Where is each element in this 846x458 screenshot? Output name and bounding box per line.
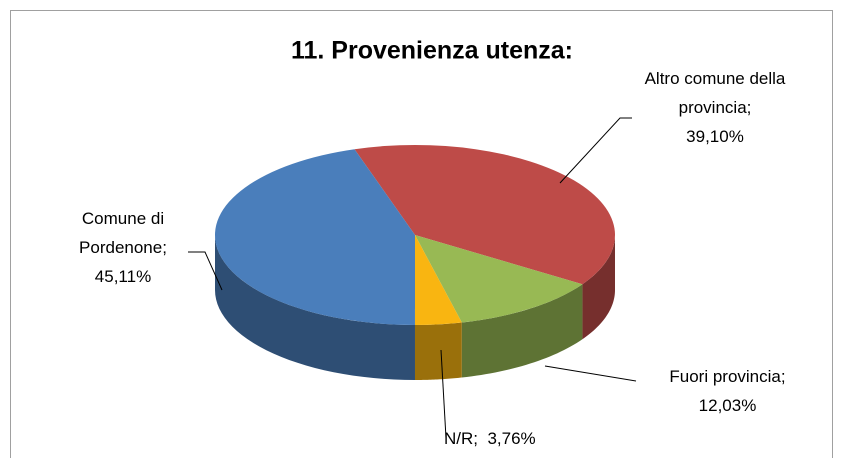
pie-side <box>215 235 415 380</box>
pie-sides <box>215 235 615 380</box>
leader-line <box>544 365 637 382</box>
leader-line <box>440 349 447 439</box>
value-label: 45,11% <box>94 267 152 286</box>
leader-line <box>559 117 632 184</box>
leader-line <box>188 251 223 291</box>
pie-side <box>582 235 615 340</box>
value-label: 39,10% <box>686 127 744 146</box>
label-separator: ; <box>162 238 167 257</box>
pie-slice <box>415 235 583 323</box>
category-label: Fuori provincia <box>669 367 781 386</box>
label-separator: ; <box>780 367 786 386</box>
pie-slice <box>414 235 462 325</box>
data-label: Fuori provincia; 12,03% <box>640 362 815 420</box>
category-label: Comune di Pordenone <box>79 209 165 257</box>
value-label: 3,76% <box>487 429 536 448</box>
category-label: Altro comune della provincia <box>644 69 786 117</box>
pie-side <box>461 284 583 378</box>
chart-title: 11. Provenienza utenza: <box>291 37 573 65</box>
pie-slice <box>354 145 615 285</box>
data-label: N/R; 3,76% <box>444 424 604 453</box>
label-separator: ; <box>473 429 479 448</box>
data-label: Altro comune della provincia; 39,10% <box>640 64 790 151</box>
category-label: N/R <box>444 429 474 448</box>
data-label: Comune di Pordenone; 45,11% <box>62 204 184 291</box>
label-separator: ; <box>746 98 752 117</box>
value-label: 12,03% <box>698 396 757 415</box>
pie-side <box>414 322 462 380</box>
pie-slice <box>215 149 415 325</box>
